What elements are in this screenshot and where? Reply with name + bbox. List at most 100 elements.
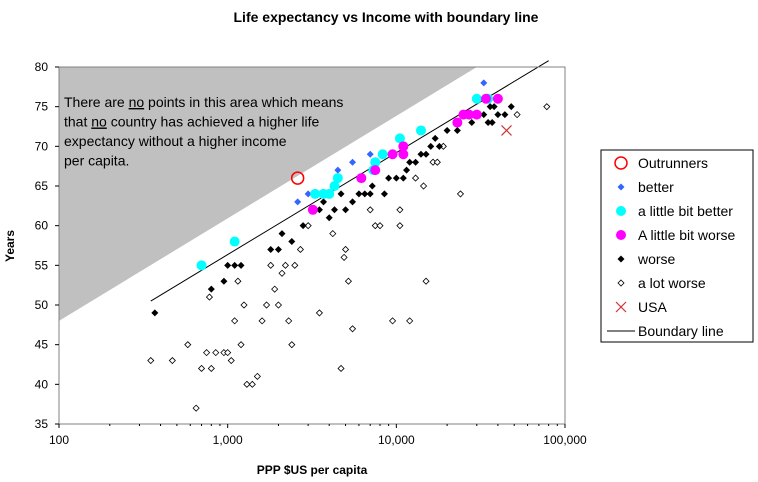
data-point: [299, 222, 307, 230]
data-point: [274, 245, 282, 253]
annotation-line: expectancy without a higher income: [64, 133, 287, 149]
data-point: [501, 111, 509, 119]
data-point: [431, 134, 439, 142]
legend-label: a little bit better: [638, 203, 733, 219]
data-point: [366, 190, 374, 198]
data-point: [452, 117, 463, 128]
data-point: [341, 245, 350, 254]
data-point: [197, 364, 206, 373]
data-point: [231, 317, 239, 325]
data-point: [399, 174, 407, 182]
data-point: [334, 166, 342, 174]
data-point: [184, 341, 192, 349]
data-point: [262, 301, 271, 309]
data-point: [377, 149, 388, 160]
data-point: [267, 245, 275, 253]
data-point: [394, 133, 405, 144]
legend-label: better: [638, 179, 674, 195]
chart-title: Life expectancy vs Income with boundary …: [234, 9, 539, 25]
data-point: [315, 309, 323, 317]
data-point: [456, 190, 465, 198]
data-point: [278, 269, 286, 277]
data-point: [325, 214, 333, 222]
y-tick-label: 65: [35, 179, 49, 193]
data-point: [403, 166, 411, 174]
data-point: [349, 158, 357, 166]
plot-frame: [58, 66, 566, 425]
data-point: [380, 190, 388, 198]
data-point: [412, 158, 420, 166]
x-tick-label: 100: [49, 433, 69, 447]
data-point: [348, 325, 357, 333]
data-point: [331, 206, 339, 214]
annotation-line: that no country has achieved a higher li…: [64, 114, 320, 130]
data-point: [471, 109, 482, 120]
data-point: [258, 317, 266, 325]
data-point: [370, 157, 381, 168]
data-point: [307, 204, 318, 215]
data-point: [361, 190, 369, 198]
legend-marker: [617, 183, 625, 191]
data-point: [480, 111, 488, 119]
data-point: [290, 171, 305, 185]
legend-marker: [617, 279, 625, 287]
data-point: [207, 364, 215, 373]
data-point: [480, 79, 488, 87]
y-tick-label: 50: [35, 298, 49, 312]
data-point: [406, 158, 414, 166]
data-point: [443, 126, 451, 134]
data-point: [398, 149, 409, 160]
data-point: [433, 158, 441, 166]
plot-area: There are no points in this area which m…: [58, 60, 566, 425]
data-point: [468, 119, 476, 127]
data-point: [203, 349, 211, 357]
y-tick-label: 35: [35, 417, 49, 431]
data-point: [392, 174, 400, 182]
legend-label: A little bit worse: [638, 227, 735, 243]
data-point: [332, 173, 343, 184]
x-tick-label: 1,000: [213, 433, 243, 447]
data-point: [398, 141, 409, 152]
data-point: [492, 93, 503, 104]
y-tick-label: 40: [35, 377, 49, 391]
data-point: [234, 277, 242, 285]
data-point: [370, 165, 381, 176]
data-point: [349, 198, 357, 206]
data-point: [417, 150, 425, 158]
data-point: [315, 206, 323, 214]
data-point: [285, 317, 293, 325]
data-point: [291, 261, 299, 269]
data-point: [237, 341, 245, 349]
legend-marker: [617, 255, 625, 263]
annotation-line: per capita.: [64, 153, 129, 169]
y-tick-label: 70: [35, 139, 49, 153]
data-point: [237, 261, 245, 269]
data-point: [480, 93, 491, 104]
data-point: [494, 111, 502, 119]
legend-label: Boundary line: [638, 323, 724, 339]
data-point: [488, 119, 496, 127]
data-point: [281, 261, 289, 269]
data-point: [366, 206, 374, 214]
data-point: [296, 245, 304, 254]
data-point: [415, 125, 426, 136]
data-point: [288, 238, 296, 246]
annotation: There are no points in this area which m…: [64, 94, 343, 169]
data-point: [240, 301, 248, 309]
data-point: [342, 206, 350, 214]
y-tick-label: 55: [35, 258, 49, 272]
data-point: [205, 293, 214, 301]
data-point: [304, 190, 312, 198]
data-point: [435, 142, 443, 150]
data-point: [147, 356, 155, 365]
data-point: [484, 119, 492, 127]
legend-label: a lot worse: [638, 275, 706, 291]
data-point: [207, 285, 215, 293]
legend-label: worse: [637, 251, 676, 267]
data-point: [464, 109, 475, 120]
data-point: [389, 317, 397, 325]
data-point: [366, 150, 374, 158]
legend-marker: [616, 206, 626, 216]
data-point: [490, 103, 498, 111]
